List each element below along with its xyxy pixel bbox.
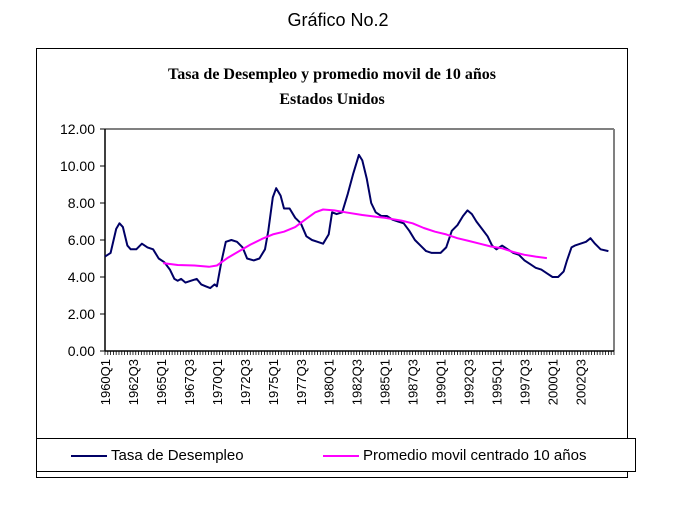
x-tick-label: 2002Q3: [573, 359, 588, 405]
chart-title: Tasa de Desempleo y promedio movil de 10…: [167, 66, 496, 83]
y-tick-label: 0.00: [68, 343, 95, 359]
x-tick-label: 1987Q3: [406, 359, 421, 405]
x-tick-label: 1985Q1: [378, 359, 393, 405]
x-tick-label: 1975Q1: [266, 359, 281, 405]
legend-item-promedio: Promedio movil centrado 10 años: [323, 447, 586, 464]
x-tick-label: 1967Q3: [182, 359, 197, 405]
x-tick-label: 1980Q1: [322, 359, 337, 405]
legend-swatch-promedio: [323, 454, 359, 457]
chart-frame: [36, 48, 628, 478]
x-tick-label: 1970Q1: [210, 359, 225, 405]
x-tick-label: 1995Q1: [490, 359, 505, 405]
y-tick-label: 10.00: [60, 158, 95, 174]
x-tick-label: 1997Q3: [518, 359, 533, 405]
series-line-promedio: [163, 208, 548, 268]
y-tick-label: 4.00: [68, 269, 95, 285]
chart-subtitle: Estados Unidos: [279, 91, 385, 108]
x-tick-label: 1977Q3: [294, 359, 309, 405]
page-title: Gráfico No.2: [287, 10, 389, 30]
x-tick-label: 1992Q3: [462, 359, 477, 405]
x-tick-label: 1962Q3: [126, 359, 141, 405]
legend-item-desempleo: Tasa de Desempleo: [71, 447, 244, 464]
series-line-desempleo: [104, 153, 609, 290]
x-tick-label: 1990Q1: [434, 359, 449, 405]
legend-swatch-desempleo: [71, 454, 107, 457]
y-tick-label: 8.00: [68, 195, 95, 211]
x-tick-label: 1960Q1: [98, 359, 113, 405]
y-tick-label: 12.00: [60, 121, 95, 137]
legend-label-desempleo: Tasa de Desempleo: [111, 447, 244, 464]
y-tick-label: 6.00: [68, 232, 95, 248]
x-tick-label: 1965Q1: [154, 359, 169, 405]
y-tick-label: 2.00: [68, 306, 95, 322]
x-tick-label: 2000Q1: [545, 359, 560, 405]
legend: Tasa de Desempleo Promedio movil centrad…: [36, 438, 636, 472]
x-tick-label: 1982Q3: [350, 359, 365, 405]
legend-label-promedio: Promedio movil centrado 10 años: [363, 447, 587, 464]
x-tick-label: 1972Q3: [238, 359, 253, 405]
